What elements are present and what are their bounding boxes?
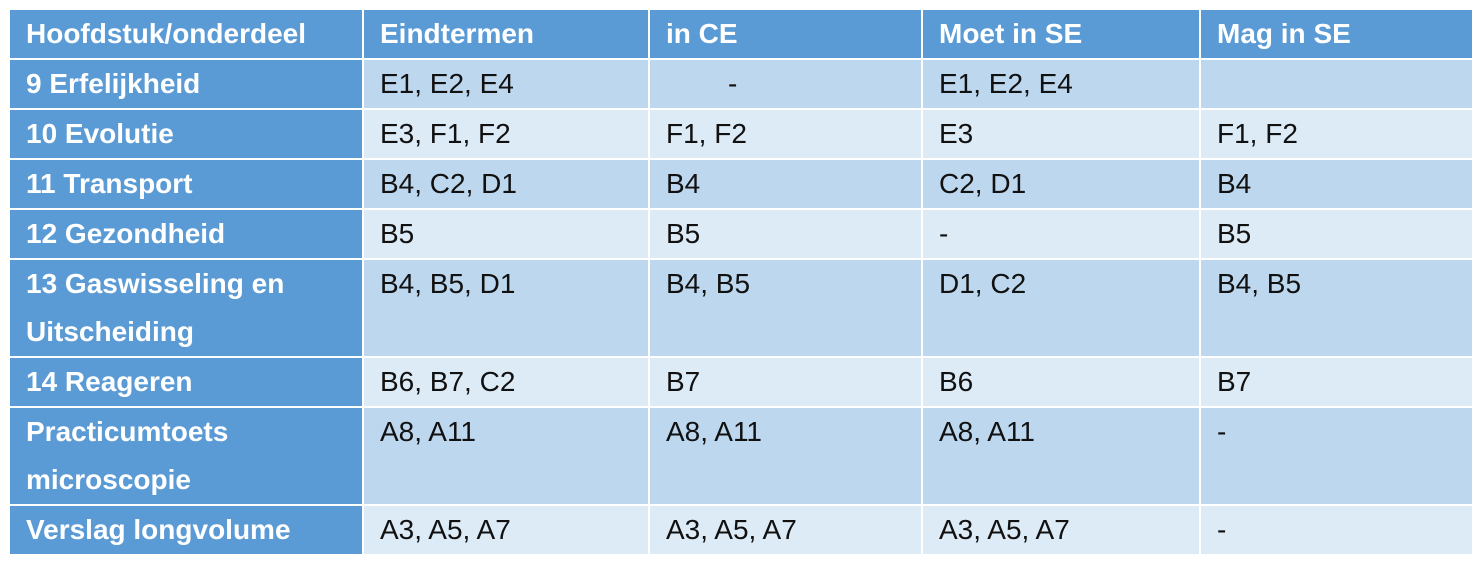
cell: A3, A5, A7 (648, 504, 923, 556)
row-label: 11 Transport (8, 158, 364, 210)
cell: B6 (921, 356, 1201, 408)
cell: E1, E2, E4 (921, 58, 1201, 110)
row-label: 14 Reageren (8, 356, 364, 408)
cell: F1, F2 (1199, 108, 1474, 160)
cell: E3 (921, 108, 1201, 160)
cell: A3, A5, A7 (362, 504, 650, 556)
cell: A3, A5, A7 (921, 504, 1201, 556)
cell: A8, A11 (921, 406, 1201, 506)
table-row: 10 Evolutie E3, F1, F2 F1, F2 E3 F1, F2 (8, 108, 1474, 160)
table: Hoofdstuk/onderdeel Eindtermen in CE Moet i… (8, 8, 1474, 556)
cell: - (648, 58, 923, 110)
header-cell: Mag in SE (1199, 8, 1474, 60)
table-row: 13 Gaswisseling en Uitscheiding B4, B5, D… (8, 258, 1474, 358)
row-label: Practicumtoets microscopie (8, 406, 364, 506)
cell: B7 (1199, 356, 1474, 408)
cell: B5 (648, 208, 923, 260)
table-row: Verslag longvolume A3, A5, A7 A3, A5, A7 A3… (8, 504, 1474, 556)
cell: B4 (648, 158, 923, 210)
cell (1199, 58, 1474, 110)
header-cell: Hoofdstuk/onderdeel (8, 8, 364, 60)
cell: B4, B5 (648, 258, 923, 358)
cell: F1, F2 (648, 108, 923, 160)
cell: B7 (648, 356, 923, 408)
cell: D1, C2 (921, 258, 1201, 358)
table-row: Practicumtoets microscopie A8, A11 A8, A11… (8, 406, 1474, 506)
table-row: 9 Erfelijkheid E1, E2, E4- E1, E2, E4 (8, 58, 1474, 110)
cell: C2, D1 (921, 158, 1201, 210)
cell: B6, B7, C2 (362, 356, 650, 408)
cell: B4, B5 (1199, 258, 1474, 358)
row-label: 10 Evolutie (8, 108, 364, 160)
table-row: 11 Transport B4, C2, D1 B4 C2, D1 B4 (8, 158, 1474, 210)
cell: B5 (362, 208, 650, 260)
header-row: Hoofdstuk/onderdeel Eindtermen in CE Moet i… (8, 8, 1474, 60)
cell: - (1199, 504, 1474, 556)
cell: A8, A11 (648, 406, 923, 506)
cell: B4, B5, D1 (362, 258, 650, 358)
header-cell: Moet in SE (921, 8, 1201, 60)
row-label: 12 Gezondheid (8, 208, 364, 260)
cell: B4, C2, D1 (362, 158, 650, 210)
row-label: 13 Gaswisseling en Uitscheiding (8, 258, 364, 358)
header-cell: Eindtermen (362, 8, 650, 60)
cell: B4 (1199, 158, 1474, 210)
cell: E1, E2, E4 (362, 58, 650, 110)
cell: - (1199, 406, 1474, 506)
table-row: 12 Gezondheid B5 B5- B5 (8, 208, 1474, 260)
row-label: Verslag longvolume (8, 504, 364, 556)
header-cell: in CE (648, 8, 923, 60)
cell: A8, A11 (362, 406, 650, 506)
cell: E3, F1, F2 (362, 108, 650, 160)
table-body: 9 Erfelijkheid E1, E2, E4- E1, E2, E4 10 Ev… (8, 58, 1474, 556)
cell: B5 (1199, 208, 1474, 260)
table-row: 14 Reageren B6, B7, C2 B7 B6 B7 (8, 356, 1474, 408)
cell: - (921, 208, 1201, 260)
row-label: 9 Erfelijkheid (8, 58, 364, 110)
